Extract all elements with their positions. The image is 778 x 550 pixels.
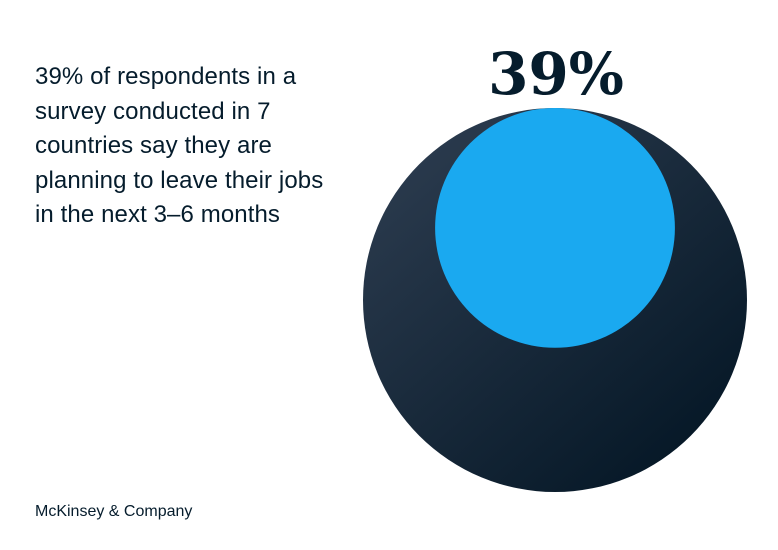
source-logo-text: McKinsey & Company: [35, 503, 193, 520]
leaving-respondents-circle: [435, 108, 675, 348]
percentage-value-label: 39%: [488, 40, 624, 108]
headline-text: 39% of respondents in a survey conducted…: [35, 63, 324, 228]
